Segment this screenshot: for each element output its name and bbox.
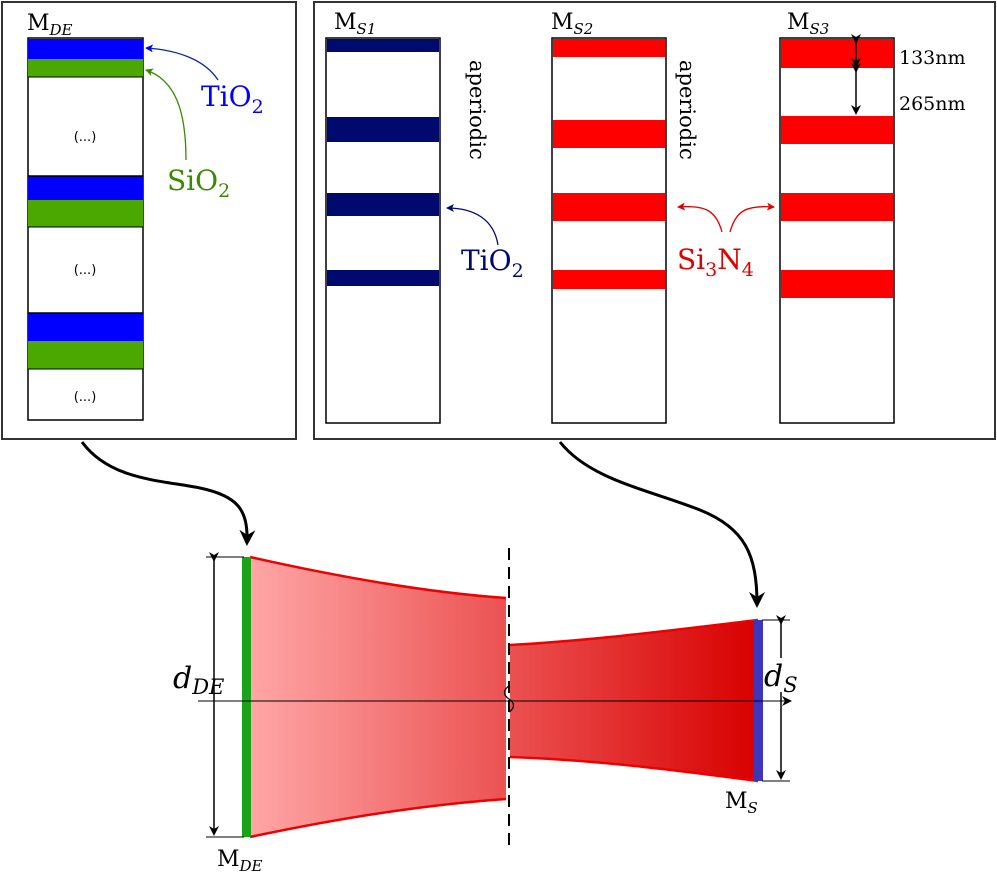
ms3-stack [779,37,895,424]
ms2-layer-3 [553,193,665,221]
ms1-stack [325,37,441,424]
ms1-title: MS1 [334,10,376,38]
ms1-aperiodic-label: aperiodic [465,60,489,160]
mde-panel-title: MDE [27,11,73,39]
tio2-blue-arrow [145,44,219,81]
mirror-de [242,557,251,837]
si3n4-arrow-left [677,202,723,233]
mde-ellipsis-1: (...) [74,130,97,145]
ms3-layer-1 [781,39,893,68]
ms3-layer-4 [781,270,893,298]
break-mark [503,685,515,713]
ms1-layer-2 [327,117,439,142]
mirror-s-label: MS [725,789,758,817]
connector-arrow-de [80,441,256,546]
ms3-layer-2 [781,116,893,144]
ms2-stack [551,37,667,424]
mirror-de-label: MDE [217,847,263,875]
mde-sio2-layer-3 [28,341,143,369]
tio2-blue-label: TiO2 [201,80,264,118]
ms1-layer-1 [327,39,439,52]
ms2-layer-4 [553,270,665,289]
d-de-label: dDE [173,661,224,699]
tio2-navy-label: TiO2 [461,244,524,282]
connector-arrow-s [558,441,765,608]
ms1-layer-4 [327,270,439,286]
mde-ellipsis-2: (...) [74,263,97,278]
mde-tio2-layer-3 [28,313,143,341]
d-s-label: dS [764,659,798,697]
ms1-layer-3 [327,193,439,216]
mde-ellipsis-3: (...) [74,390,97,405]
mde-sio2-layer-2 [28,200,143,227]
sio2-green-label: SiO2 [167,164,230,202]
ms3-title: MS3 [787,10,829,38]
mde-sio2-layer-1 [28,59,143,77]
ms2-aperiodic-label: aperiodic [675,60,699,160]
dim-133-label: 133nm [899,47,966,69]
tio2-navy-arrow [446,204,499,246]
ms3-layer-3 [781,193,893,221]
ms2-title: MS2 [551,10,593,38]
beam-left-section [250,557,506,837]
ms2-layer-1 [553,39,665,57]
sio2-green-arrow [145,68,187,161]
si3n4-label: Si3N4 [677,243,754,281]
mde-tio2-layer-2 [28,176,143,200]
si3n4-arrow-right [729,202,775,233]
mde-tio2-layer-1 [28,39,143,59]
ms2-layer-2 [553,120,665,148]
dim-265-label: 265nm [899,93,966,115]
